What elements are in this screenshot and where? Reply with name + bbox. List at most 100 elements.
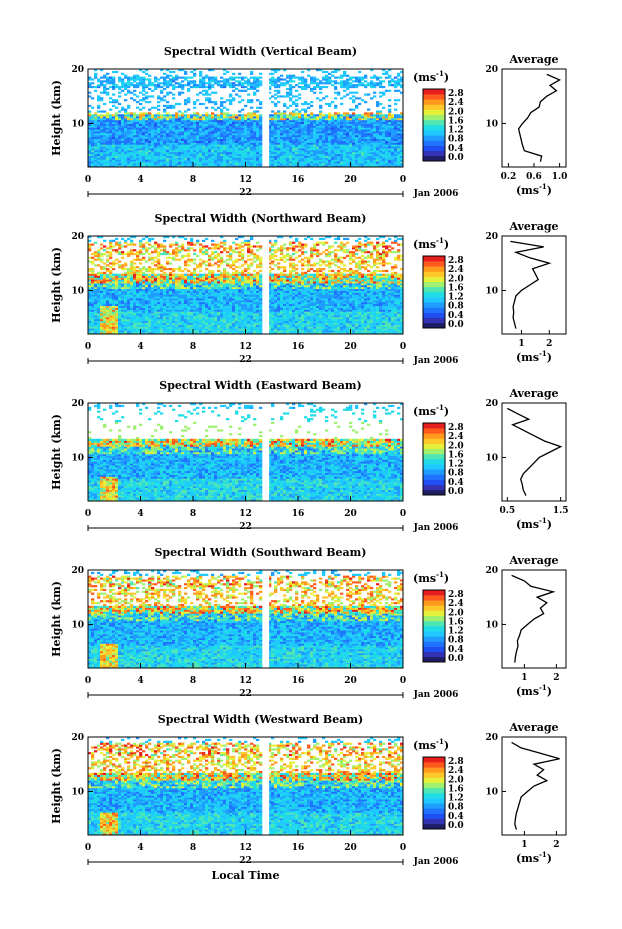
colorbar-swatch-4-6 <box>423 626 445 632</box>
colorbar-tick-3-5: 2.0 <box>448 441 464 451</box>
colorbar-tick-3-0: 0.0 <box>448 487 464 497</box>
x-tick-label-1-5: 20 <box>344 175 357 185</box>
average-x-tick-label-1-0: 0.2 <box>501 172 517 182</box>
x-tick-label-1-1: 4 <box>137 175 143 185</box>
colorbar-swatch-4-9 <box>423 610 445 617</box>
colorbar-tick-2-2: 0.8 <box>448 302 464 312</box>
panel-title-2: Spectral Width (Northward Beam) <box>155 212 367 225</box>
average-x-tick-label-4-0: 1 <box>521 673 527 683</box>
colorbar-tick-5-7: 2.8 <box>448 757 464 767</box>
average-unit-exp-3: -1 <box>539 516 547 525</box>
colorbar-swatch-2-13 <box>423 256 445 262</box>
average-y-tick-label-4-0: 10 <box>485 620 498 630</box>
average-unit-base-5: (ms <box>516 852 539 865</box>
month-year-label-4: Jan 2006 <box>413 690 459 700</box>
colorbar-unit-base-1: (ms <box>413 71 436 84</box>
colorbar-swatch-5-9 <box>423 777 445 784</box>
colorbar-tick-1-5: 2.0 <box>448 107 464 117</box>
y-axis-label-4: Height (km) <box>50 581 63 657</box>
colorbar-unit-close-5: ) <box>444 739 449 752</box>
colorbar-swatch-2-7 <box>423 286 445 293</box>
colorbar-swatch-1-6 <box>423 125 445 131</box>
colorbar-swatch-3-6 <box>423 459 445 465</box>
colorbar-unit-2: (ms-1) <box>413 236 449 251</box>
average-unit-close-1: ) <box>547 184 552 197</box>
average-x-tick-label-1-1: 0.6 <box>526 172 542 182</box>
panel-title-3: Spectral Width (Eastward Beam) <box>159 379 361 392</box>
colorbar-tick-5-3: 1.2 <box>448 794 464 804</box>
colorbar-swatch-5-11 <box>423 767 445 773</box>
colorbar-unit-5: (ms-1) <box>413 737 449 752</box>
colorbar-swatch-3-2 <box>423 479 445 486</box>
x-tick-label-3-3: 12 <box>239 509 252 519</box>
colorbar-swatch-4-0 <box>423 656 445 663</box>
colorbar-tick-5-6: 2.4 <box>448 766 464 776</box>
data-gap-4 <box>262 570 270 668</box>
colorbar-unit-base-5: (ms <box>413 739 436 752</box>
average-unit-3: (ms-1) <box>516 516 552 531</box>
colorbar-frame-5 <box>422 756 446 830</box>
y-axis-label-5: Height (km) <box>50 748 63 824</box>
heatmap-5 <box>88 737 404 836</box>
colorbar-swatch-4-1 <box>423 651 445 658</box>
colorbar-tick-5-5: 2.0 <box>448 775 464 785</box>
average-unit-base-1: (ms <box>516 184 539 197</box>
panel-4: Spectral Width (Southward Beam)1020Heigh… <box>50 546 567 700</box>
colorbar-swatch-4-11 <box>423 600 445 606</box>
average-line-4 <box>511 574 556 663</box>
x-tick-label-4-2: 8 <box>190 676 196 686</box>
colorbar-tick-3-4: 1.6 <box>448 450 464 460</box>
average-y-tick-label-3-1: 20 <box>485 399 498 409</box>
month-year-label-3: Jan 2006 <box>413 523 459 533</box>
colorbar-swatch-1-12 <box>423 94 445 100</box>
colorbar-swatch-2-11 <box>423 266 445 272</box>
data-gap-5 <box>262 737 270 835</box>
colorbar-swatch-1-3 <box>423 140 445 146</box>
y-tick-label-5-1: 20 <box>71 733 84 743</box>
colorbar-tick-2-5: 2.0 <box>448 274 464 284</box>
average-line-3 <box>507 407 563 496</box>
average-y-tick-label-3-0: 10 <box>485 453 498 463</box>
x-tick-label-4-1: 4 <box>137 676 143 686</box>
average-y-tick-label-5-0: 10 <box>485 787 498 797</box>
colorbar-swatch-2-2 <box>423 312 445 319</box>
x-tick-label-1-3: 12 <box>239 175 252 185</box>
colorbar-swatch-3-11 <box>423 433 445 439</box>
colorbar-swatch-5-5 <box>423 798 445 804</box>
average-title-1: Average <box>508 53 558 66</box>
colorbar-swatch-2-5 <box>423 297 445 303</box>
x-tick-label-3-5: 20 <box>344 509 357 519</box>
colorbar-swatch-1-2 <box>423 145 445 152</box>
average-title-5: Average <box>508 721 558 734</box>
x-tick-label-5-3: 12 <box>239 843 252 853</box>
colorbar-swatch-4-3 <box>423 641 445 647</box>
x-tick-label-2-6: 0 <box>400 342 406 352</box>
x-tick-label-3-0: 0 <box>85 509 91 519</box>
colorbar-tick-1-4: 1.6 <box>448 116 464 126</box>
colorbar-swatch-4-4 <box>423 636 445 642</box>
x-tick-label-2-1: 4 <box>137 342 143 352</box>
x-tick-label-2-2: 8 <box>190 342 196 352</box>
colorbar-tick-5-4: 1.6 <box>448 784 464 794</box>
colorbar-swatch-4-2 <box>423 646 445 653</box>
colorbar-swatch-1-13 <box>423 89 445 95</box>
colorbar-tick-2-6: 2.4 <box>448 265 464 275</box>
average-unit-exp-2: -1 <box>539 349 547 358</box>
x-tick-label-4-3: 12 <box>239 676 252 686</box>
colorbar-swatch-5-10 <box>423 772 445 778</box>
average-y-tick-label-1-0: 10 <box>485 119 498 129</box>
colorbar-swatch-5-13 <box>423 757 445 763</box>
colorbar-tick-4-6: 2.4 <box>448 599 464 609</box>
average-unit-close-4: ) <box>547 685 552 698</box>
average-x-tick-label-5-0: 1 <box>521 840 527 850</box>
colorbar-tick-3-6: 2.4 <box>448 432 464 442</box>
average-title-2: Average <box>508 220 558 233</box>
day-label-5: 22 <box>239 856 252 866</box>
average-x-tick-label-2-0: 1 <box>518 339 524 349</box>
y-tick-label-5-0: 10 <box>71 787 84 797</box>
y-tick-label-2-0: 10 <box>71 286 84 296</box>
colorbar-tick-4-5: 2.0 <box>448 608 464 618</box>
y-axis-label-2: Height (km) <box>50 247 63 323</box>
